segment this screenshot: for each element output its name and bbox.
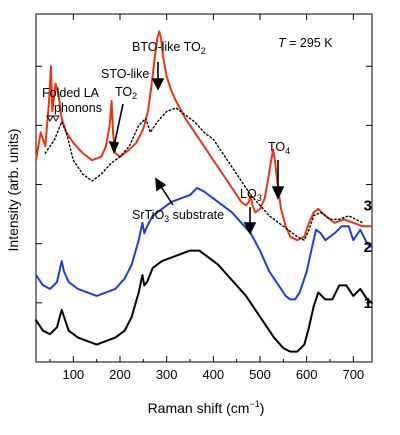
series-layer bbox=[35, 30, 373, 353]
x-tick-label: 200 bbox=[109, 367, 131, 382]
series-number-label: 2 bbox=[364, 239, 372, 256]
bto-like-arrowhead bbox=[151, 78, 165, 91]
substrate-arrowhead bbox=[155, 177, 167, 192]
x-axis-title: Raman shift (cm−1) bbox=[148, 399, 265, 416]
substrate-arrow bbox=[159, 184, 174, 206]
annotation-arrows bbox=[108, 62, 285, 235]
y-axis-title: Intensity (arb. units) bbox=[5, 129, 21, 252]
x-tick-label: 100 bbox=[62, 367, 84, 382]
bto-like-main: BTO-like TO bbox=[132, 40, 201, 54]
series-line bbox=[35, 187, 373, 301]
lo3-label: LO3 bbox=[240, 187, 262, 203]
x-tick-label: 500 bbox=[249, 367, 271, 382]
series-number-label: 1 bbox=[364, 295, 372, 312]
sto-like-label-line2: TO2 bbox=[115, 85, 137, 101]
x-axis-ticks: 100 200 300 400 500 600 700 bbox=[49, 14, 364, 382]
folded-la-label-line1: Folded LA bbox=[42, 86, 100, 100]
substrate-sub: 3 bbox=[164, 214, 169, 224]
series-number-label: 3 bbox=[364, 197, 372, 214]
substrate-label: SrTiO3 substrate bbox=[132, 208, 224, 224]
plot-frame bbox=[35, 13, 373, 363]
x-tick-label: 700 bbox=[342, 367, 364, 382]
sto-like-to: TO bbox=[115, 85, 132, 99]
series-line bbox=[35, 30, 373, 242]
to4-label: TO4 bbox=[268, 140, 290, 156]
sto-like-arrowhead bbox=[108, 141, 120, 155]
to4-arrowhead bbox=[271, 186, 285, 200]
substrate-post: substrate bbox=[169, 208, 224, 222]
x-axis-title-end: ) bbox=[260, 400, 265, 416]
lo3-sub: 3 bbox=[257, 193, 262, 203]
sto-like-label-line1: STO-like bbox=[101, 67, 149, 81]
phonon-marker bbox=[52, 115, 60, 122]
temperature-symbol: T bbox=[278, 36, 287, 50]
sto-like-sub: 2 bbox=[132, 91, 137, 101]
phonon-marker bbox=[46, 115, 54, 122]
bto-like-label: BTO-like TO2 bbox=[132, 40, 206, 56]
folded-la-label-line2: phonons bbox=[54, 101, 102, 115]
lo3-main: LO bbox=[240, 187, 257, 201]
lo3-arrowhead bbox=[243, 222, 257, 235]
x-tick-label: 300 bbox=[156, 367, 178, 382]
temperature-label: T = 295 K bbox=[278, 36, 333, 50]
sto-like-arrow bbox=[113, 103, 124, 147]
folded-phonon-markers bbox=[46, 115, 60, 122]
x-axis-title-sup: −1 bbox=[249, 399, 259, 409]
series-labels: 3 2 1 bbox=[364, 197, 372, 311]
x-tick-label: 400 bbox=[202, 367, 224, 382]
series-line bbox=[44, 107, 364, 241]
bto-like-sub: 2 bbox=[201, 46, 206, 56]
substrate-pre: SrTiO bbox=[132, 208, 164, 222]
x-tick-label: 600 bbox=[296, 367, 318, 382]
to4-main: TO bbox=[268, 140, 285, 154]
x-axis-title-main: Raman shift (cm bbox=[148, 400, 250, 416]
temperature-value: = 295 K bbox=[286, 36, 334, 50]
series-line bbox=[35, 249, 373, 353]
to4-sub: 4 bbox=[285, 146, 290, 156]
